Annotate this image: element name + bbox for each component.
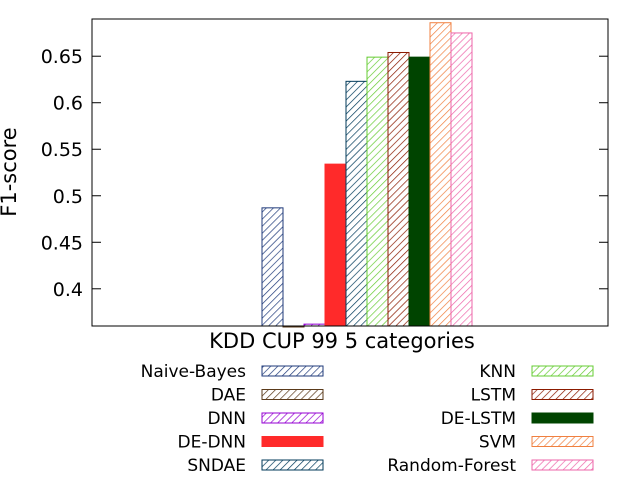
legend-swatch [261,365,324,377]
y-tick-label: 0.5 [53,186,83,208]
bar-random-forest [450,32,473,327]
legend-item: DAE [211,386,324,406]
legend-swatch [531,365,594,377]
legend-label: DAE [211,386,246,406]
legend-swatch [531,412,594,424]
legend-label: DNN [207,409,246,429]
y-tick-label: 0.4 [53,279,83,301]
bar-lstm [387,51,410,327]
y-tick-label: 0.55 [41,139,83,161]
legend-swatch [531,389,594,400]
legend-label: DE-DNN [178,433,247,453]
x-axis-label: KDD CUP 99 5 categories [209,329,475,353]
legend-label: SNDAE [187,456,246,476]
bar-de-dnn [324,163,347,327]
y-tick-label: 0.65 [41,46,83,68]
legend-item: LSTM [471,386,594,406]
legend-item: DE-DNN [178,433,324,453]
bar-svm [429,22,452,327]
legend-swatch [261,389,324,400]
legend-label: LSTM [471,386,516,406]
legend-item: Naive-Bayes [141,362,324,382]
legend-label: Naive-Bayes [141,362,247,382]
y-axis-label: F1-score [0,127,21,216]
legend-item: SNDAE [187,456,324,476]
legend-swatch [261,459,324,471]
legend-label: KNN [479,362,516,382]
plot-frame [91,18,609,327]
bar-knn [366,56,389,327]
legend-item: SVM [479,433,594,453]
legend-label: DE-LSTM [441,409,516,429]
legend-swatch [531,459,594,471]
legend-swatch [261,412,324,424]
legend-swatch [261,436,324,447]
bar-sndae [345,80,368,327]
bar-naive-bayes [261,207,284,327]
legend-item: DNN [207,409,324,429]
legend: Naive-Bayes DAE DNN DE-DNN SNDAE KNN LSTM DE-LS… [141,362,594,476]
legend-swatch [531,436,594,447]
legend-item: Random-Forest [387,456,594,476]
bar-de-lstm [408,56,431,327]
legend-label: Random-Forest [387,456,516,476]
legend-item: KNN [479,362,594,382]
y-tick-label: 0.6 [53,93,83,115]
y-axis: 0.4 0.45 0.5 0.55 0.6 0.65 [41,46,608,301]
legend-label: SVM [479,433,516,453]
legend-item: DE-LSTM [441,409,594,429]
y-tick-label: 0.45 [41,232,83,254]
bars-layer [261,22,473,328]
